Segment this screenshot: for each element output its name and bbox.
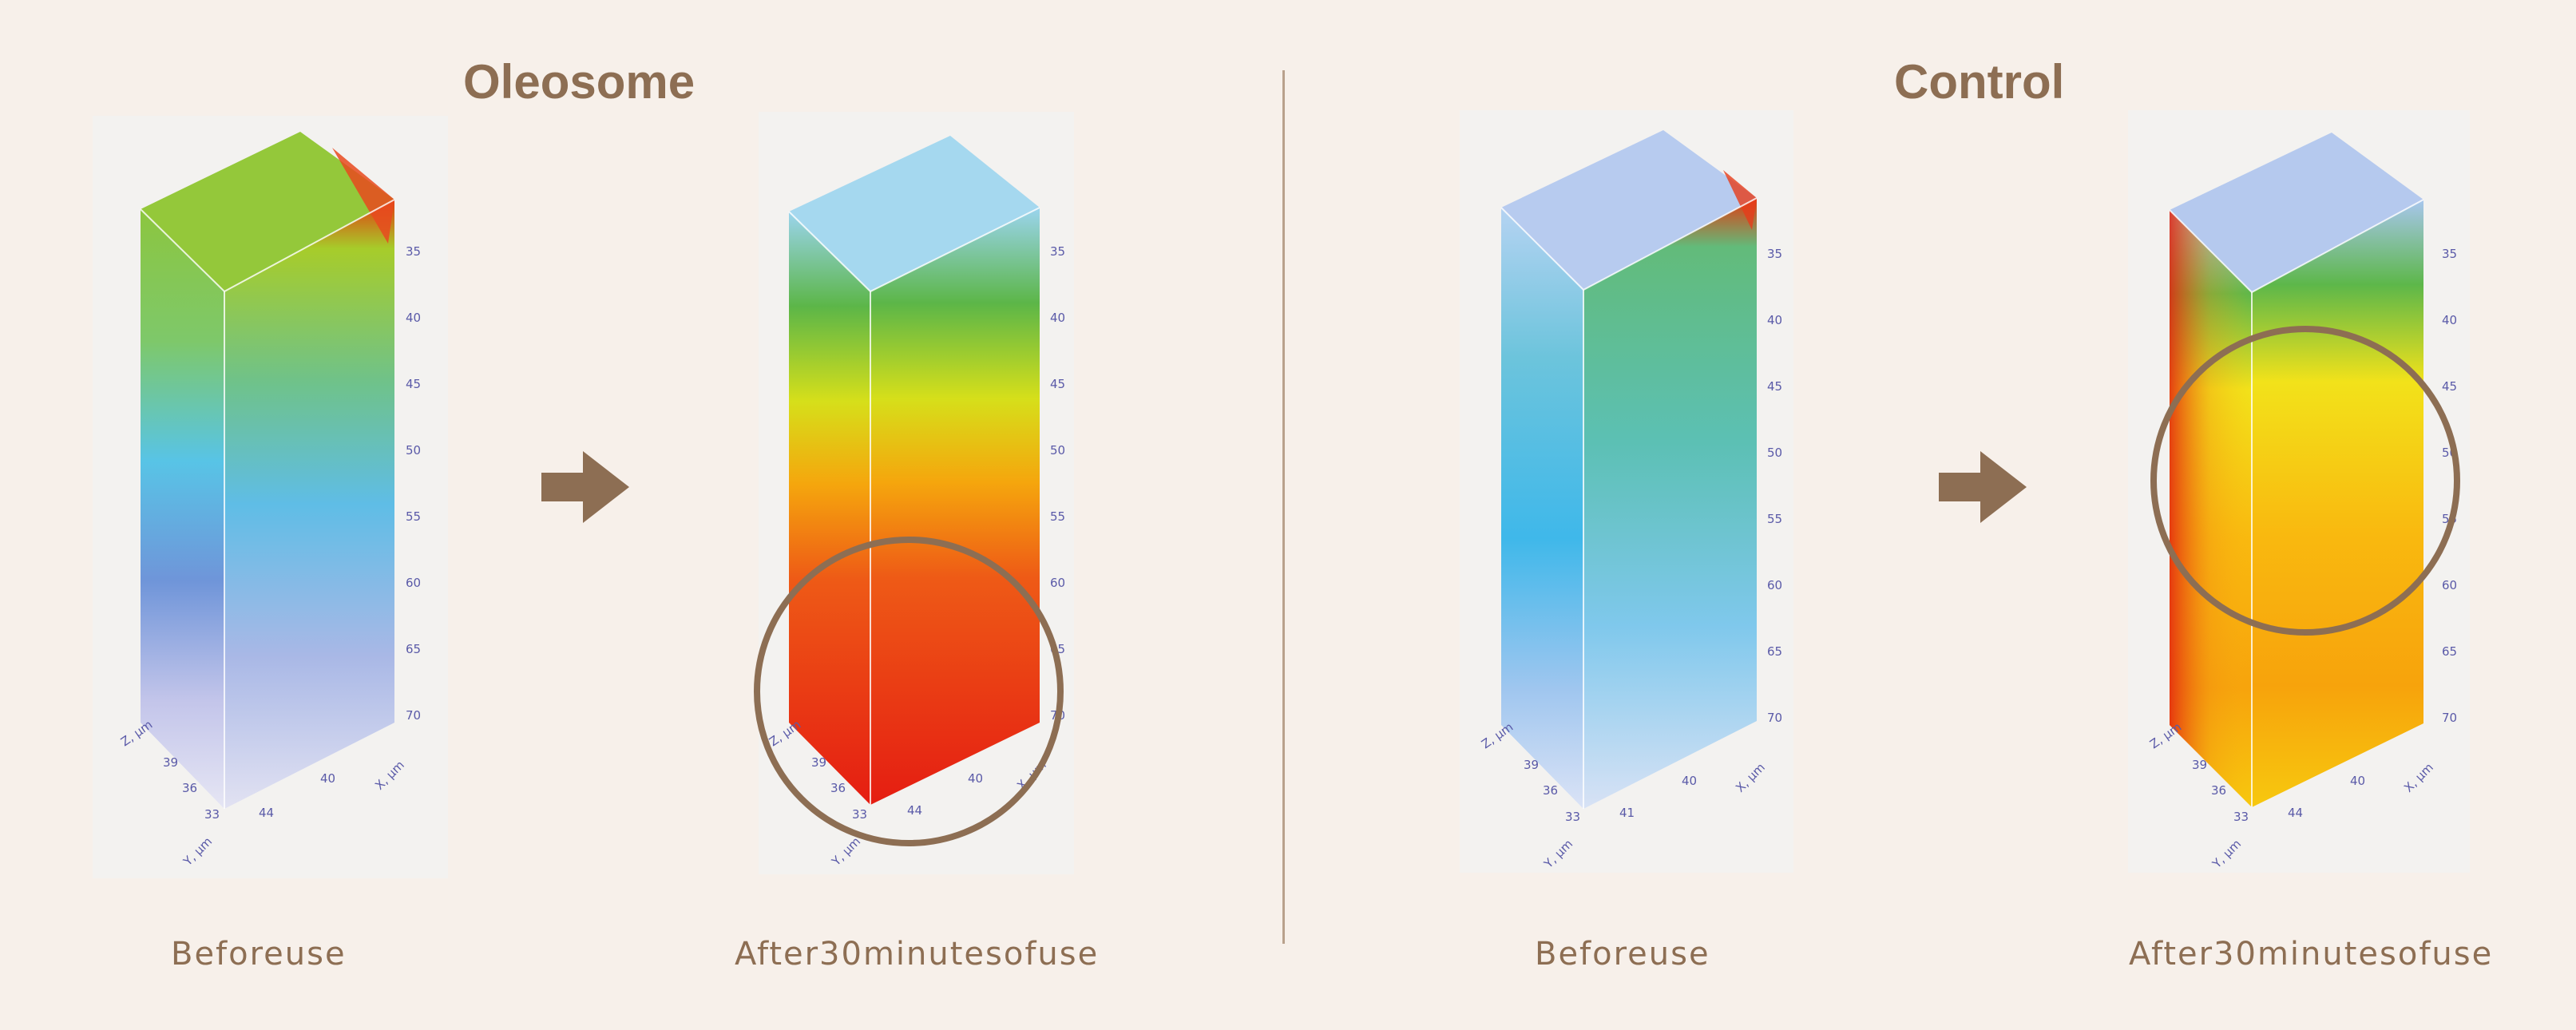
oleosome-title: Oleosome xyxy=(463,55,696,109)
y-tick: 33 xyxy=(852,807,867,822)
svg-text:40: 40 xyxy=(1767,313,1782,327)
svg-text:55: 55 xyxy=(1050,509,1065,524)
control-after-caption: After30minutesofuse xyxy=(2129,936,2494,973)
y-tick: 36 xyxy=(182,781,197,795)
y-tick: 39 xyxy=(811,755,826,770)
svg-text:40: 40 xyxy=(406,311,421,325)
svg-text:45: 45 xyxy=(2442,379,2457,394)
box-front-face xyxy=(789,212,870,805)
box-side-face xyxy=(1583,198,1757,809)
svg-text:55: 55 xyxy=(1767,512,1782,526)
x-tick: 44 xyxy=(2288,806,2303,820)
svg-text:45: 45 xyxy=(1767,379,1782,394)
svg-text:40: 40 xyxy=(2442,313,2457,327)
control-after-plot: 35 40 45 50 55 60 65 70 Z, µm 39 36 33 4… xyxy=(2128,110,2470,873)
svg-text:45: 45 xyxy=(1050,377,1065,391)
x-tick: 41 xyxy=(1619,806,1635,820)
box-side-face xyxy=(870,208,1040,805)
svg-text:65: 65 xyxy=(406,642,421,656)
x-tick: 40 xyxy=(2350,774,2365,788)
svg-text:60: 60 xyxy=(406,576,421,590)
svg-text:50: 50 xyxy=(1050,443,1065,458)
svg-text:35: 35 xyxy=(406,244,421,259)
svg-text:50: 50 xyxy=(1767,446,1782,460)
y-tick: 36 xyxy=(830,781,846,795)
box-top-face xyxy=(1501,130,1757,290)
y-tick: 33 xyxy=(2233,810,2249,824)
oleosome-before-3d-box: 35 40 45 50 55 60 65 70 Z, µm 39 36 33 4… xyxy=(93,116,448,878)
oleosome-after-plot: 35 40 45 50 55 60 65 70 Z, µm 39 36 33 4… xyxy=(759,112,1074,874)
x-tick: 40 xyxy=(1682,774,1697,788)
section-divider xyxy=(1282,70,1285,944)
y-tick: 36 xyxy=(1543,783,1558,798)
svg-text:35: 35 xyxy=(1050,244,1065,259)
svg-text:70: 70 xyxy=(406,708,421,723)
x-tick: 44 xyxy=(907,803,922,818)
oleosome-before-caption: Beforeuse xyxy=(171,936,347,973)
y-tick: 39 xyxy=(163,755,178,770)
svg-text:35: 35 xyxy=(1767,247,1782,261)
control-after-3d-box: 35 40 45 50 55 60 65 70 Z, µm 39 36 33 4… xyxy=(2128,110,2470,873)
y-tick: 39 xyxy=(1524,758,1539,772)
y-tick: 39 xyxy=(2192,758,2207,772)
y-tick: 33 xyxy=(204,807,220,822)
svg-text:50: 50 xyxy=(406,443,421,458)
z-axis-ticks: 35 40 45 50 55 60 65 70 xyxy=(406,244,421,723)
svg-text:70: 70 xyxy=(1767,711,1782,725)
svg-text:70: 70 xyxy=(2442,711,2457,725)
box-top-face xyxy=(2170,133,2423,292)
oleosome-after-caption: After30minutesofuse xyxy=(735,936,1100,973)
svg-text:35: 35 xyxy=(2442,247,2457,261)
svg-text:55: 55 xyxy=(406,509,421,524)
box-front-face xyxy=(141,209,224,809)
z-axis-ticks: 35 40 45 50 55 60 65 70 xyxy=(1767,247,1782,725)
highlight-circle-icon xyxy=(754,537,1064,846)
svg-text:60: 60 xyxy=(1767,578,1782,592)
control-before-plot: 35 40 45 50 55 60 65 70 Z, µm 39 36 33 4… xyxy=(1460,110,1793,873)
oleosome-before-plot: 35 40 45 50 55 60 65 70 Z, µm 39 36 33 4… xyxy=(93,116,448,878)
box-top-face xyxy=(141,132,394,291)
control-before-caption: Beforeuse xyxy=(1535,936,1710,973)
svg-text:65: 65 xyxy=(1767,644,1782,659)
x-tick: 40 xyxy=(968,771,983,786)
right-arrow-icon xyxy=(1939,451,2027,523)
box-top-face xyxy=(789,136,1040,291)
box-front-face xyxy=(1501,208,1583,809)
y-tick: 33 xyxy=(1565,810,1580,824)
box-side-face xyxy=(224,200,394,809)
x-tick: 40 xyxy=(320,771,335,786)
x-tick: 44 xyxy=(259,806,274,820)
svg-text:60: 60 xyxy=(2442,578,2457,592)
highlight-circle-icon xyxy=(2150,326,2460,636)
svg-text:40: 40 xyxy=(1050,311,1065,325)
control-before-3d-box: 35 40 45 50 55 60 65 70 Z, µm 39 36 33 4… xyxy=(1460,110,1793,873)
svg-text:60: 60 xyxy=(1050,576,1065,590)
oleosome-after-3d-box: 35 40 45 50 55 60 65 70 Z, µm 39 36 33 4… xyxy=(759,112,1074,874)
svg-text:45: 45 xyxy=(406,377,421,391)
right-arrow-icon xyxy=(541,451,629,523)
control-title: Control xyxy=(1894,55,2065,109)
svg-text:65: 65 xyxy=(2442,644,2457,659)
y-tick: 36 xyxy=(2211,783,2226,798)
